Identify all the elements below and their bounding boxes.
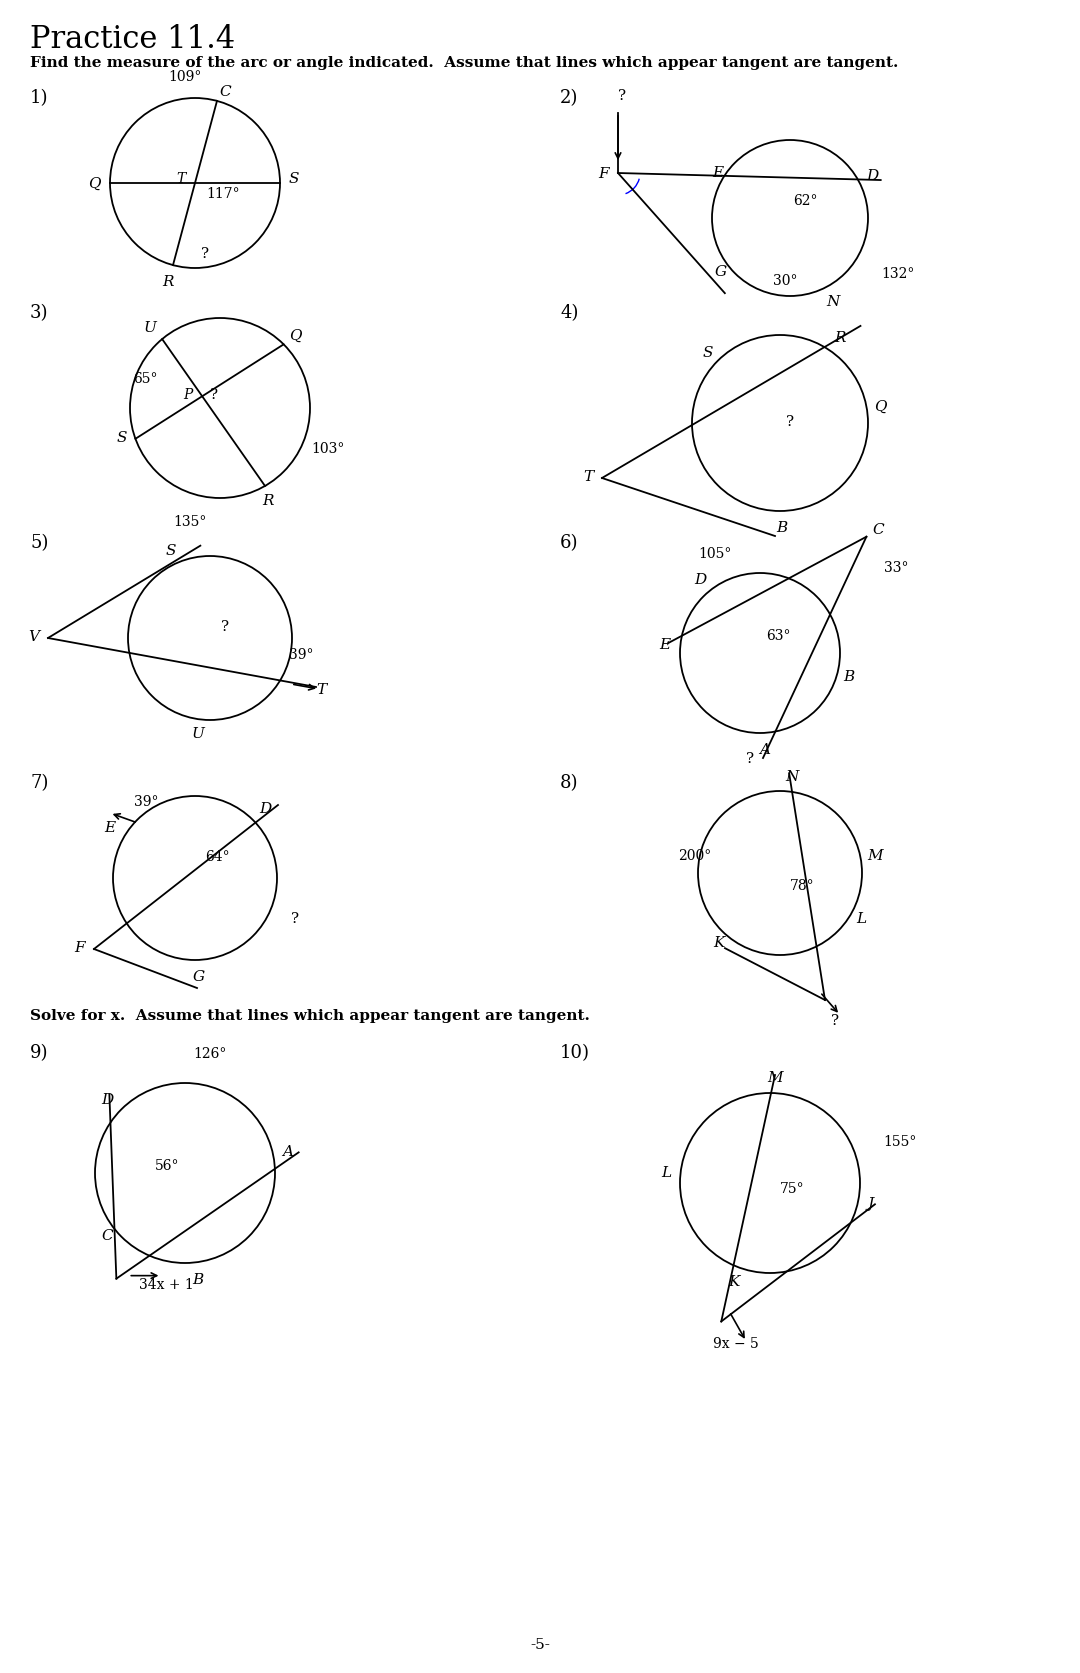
Text: 9x − 5: 9x − 5 (714, 1337, 759, 1350)
Text: 3): 3) (30, 304, 49, 321)
Text: B: B (777, 520, 787, 535)
Text: 200°: 200° (678, 848, 712, 863)
Text: 132°: 132° (881, 266, 915, 281)
Text: -5-: -5- (530, 1636, 550, 1651)
Text: R: R (262, 494, 273, 507)
Text: A: A (759, 743, 770, 756)
Text: 105°: 105° (699, 547, 731, 560)
Text: D: D (694, 572, 706, 586)
Text: ?: ? (211, 388, 218, 402)
Text: ?: ? (201, 248, 210, 261)
Text: S: S (165, 544, 176, 557)
Text: 56°: 56° (154, 1158, 179, 1173)
Text: ?: ? (746, 751, 754, 766)
Text: 39°: 39° (134, 795, 158, 808)
Text: B: B (843, 669, 854, 684)
Text: M: M (867, 848, 882, 862)
Text: M: M (767, 1071, 783, 1084)
Text: 6): 6) (561, 534, 579, 552)
Text: E: E (105, 820, 116, 835)
Text: J: J (868, 1196, 874, 1211)
Text: V: V (28, 629, 40, 644)
Text: G: G (715, 264, 727, 279)
Text: 33°: 33° (885, 560, 908, 574)
Text: Q: Q (875, 400, 887, 413)
Text: 1): 1) (30, 89, 49, 107)
Text: N: N (826, 294, 839, 308)
Text: C: C (219, 85, 231, 99)
Text: 34x + 1: 34x + 1 (139, 1276, 193, 1292)
Text: D: D (102, 1092, 113, 1108)
Text: 117°: 117° (206, 187, 240, 201)
Text: 62°: 62° (793, 194, 818, 207)
Text: T: T (176, 172, 186, 186)
Text: 155°: 155° (883, 1134, 917, 1148)
Text: ?: ? (618, 89, 626, 104)
Text: U: U (144, 321, 157, 335)
Text: 75°: 75° (780, 1181, 805, 1195)
Text: 30°: 30° (773, 274, 797, 288)
Text: S: S (117, 430, 126, 445)
Text: B: B (192, 1271, 203, 1287)
Text: 78°: 78° (789, 878, 814, 892)
Text: L: L (661, 1166, 672, 1179)
Text: C: C (873, 522, 885, 537)
Text: D: D (866, 169, 879, 182)
Text: E: E (659, 637, 670, 652)
Text: 64°: 64° (205, 850, 229, 863)
Text: Solve for x.  Assume that lines which appear tangent are tangent.: Solve for x. Assume that lines which app… (30, 1009, 590, 1022)
Text: 8): 8) (561, 773, 579, 791)
Text: Find the measure of the arc or angle indicated.  Assume that lines which appear : Find the measure of the arc or angle ind… (30, 55, 899, 70)
Text: Q: Q (289, 328, 302, 343)
Text: R: R (162, 274, 174, 289)
Text: 5): 5) (30, 534, 49, 552)
Text: T: T (583, 470, 593, 483)
Text: 135°: 135° (173, 515, 206, 529)
Text: 103°: 103° (311, 442, 345, 455)
Text: P: P (184, 388, 193, 402)
Text: ?: ? (291, 912, 299, 925)
Text: Practice 11.4: Practice 11.4 (30, 23, 235, 55)
Text: L: L (856, 912, 866, 925)
Text: F: F (75, 940, 85, 954)
Text: 63°: 63° (766, 629, 791, 642)
Text: 2): 2) (561, 89, 579, 107)
Text: 10): 10) (561, 1044, 590, 1061)
Text: K: K (729, 1275, 740, 1288)
Text: 126°: 126° (193, 1046, 227, 1061)
Text: 109°: 109° (168, 70, 202, 84)
Text: F: F (598, 167, 609, 181)
Text: C: C (102, 1228, 113, 1241)
Text: D: D (259, 801, 271, 815)
Text: 9): 9) (30, 1044, 49, 1061)
Text: U: U (191, 726, 204, 741)
Text: 4): 4) (561, 304, 579, 321)
Text: 65°: 65° (133, 371, 158, 386)
Text: ?: ? (221, 619, 229, 634)
Text: R: R (835, 331, 847, 345)
Text: S: S (288, 172, 299, 186)
Text: G: G (193, 969, 205, 984)
Text: Q: Q (87, 177, 100, 191)
Text: ?: ? (831, 1014, 839, 1027)
Text: N: N (785, 770, 799, 785)
Text: 39°: 39° (288, 647, 313, 661)
Text: K: K (713, 935, 725, 950)
Text: E: E (712, 166, 723, 181)
Text: 7): 7) (30, 773, 49, 791)
Text: ?: ? (786, 415, 794, 428)
Text: A: A (282, 1144, 293, 1159)
Text: T: T (316, 683, 326, 696)
Text: S: S (702, 346, 713, 360)
